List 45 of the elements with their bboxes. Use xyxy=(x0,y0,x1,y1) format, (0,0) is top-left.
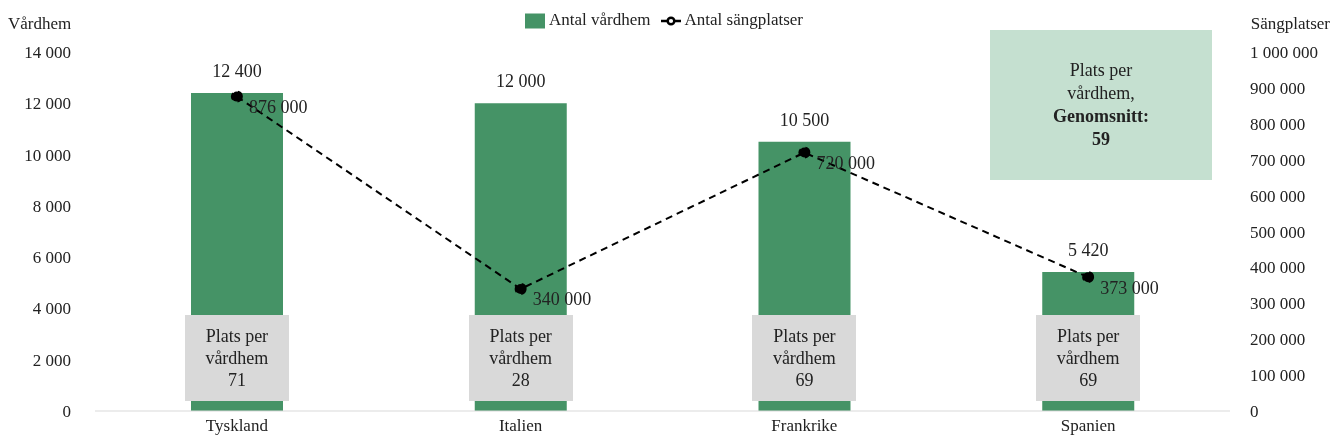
data-label: 12 000 xyxy=(496,71,546,92)
y-tick-label: 4 000 xyxy=(32,299,71,319)
y-tick-label: 12 000 xyxy=(24,94,71,114)
text-box: Plats per vårdhem 71 xyxy=(184,315,289,401)
data-label: 5 420 xyxy=(1068,240,1109,261)
text-box: Plats per vårdhem 69 xyxy=(1036,315,1141,401)
text-box: Plats per vårdhem 69 xyxy=(752,315,857,401)
y2-tick-label: 100 000 xyxy=(1250,366,1306,386)
legend-label: Antal vårdhem xyxy=(549,10,651,29)
annotation: Plats per vårdhem 71 xyxy=(205,325,269,391)
y-tick-label: 10 000 xyxy=(24,145,71,165)
x-tick-label: Italien xyxy=(498,416,543,436)
y2-tick-label: 500 000 xyxy=(1250,222,1306,242)
y-tick-label: 2 000 xyxy=(32,350,71,370)
y-axis-title: Vårdhem xyxy=(8,14,72,34)
y2-tick-label: 700 000 xyxy=(1250,150,1306,170)
y2-tick-label: 1 000 000 xyxy=(1250,43,1318,63)
x-tick-label: Frankrike xyxy=(771,416,838,436)
y2-tick-label: 900 000 xyxy=(1250,79,1306,99)
y-tick-label: 8 000 xyxy=(32,196,71,216)
annotation: Plats per vårdhem 69 xyxy=(772,325,836,391)
y2-tick-label: 200 000 xyxy=(1250,330,1306,350)
point xyxy=(514,282,527,295)
point xyxy=(230,90,243,103)
point xyxy=(798,146,811,159)
text-box: Plats per vårdhem, Genomsnitt: 59 xyxy=(990,30,1212,180)
y2-tick-label: 800 000 xyxy=(1250,114,1306,134)
annotation: Plats per vårdhem 69 xyxy=(1056,325,1120,391)
legend-label: Antal sängplatser xyxy=(684,10,803,29)
y2-tick-label: 600 000 xyxy=(1250,186,1306,206)
point xyxy=(1082,271,1095,284)
x-tick-label: Spanien xyxy=(1060,416,1116,436)
y2-tick-label: 0 xyxy=(1250,402,1259,422)
y-tick-label: 6 000 xyxy=(32,248,71,268)
annotation: Plats per vårdhem 28 xyxy=(489,325,553,391)
text-box: Plats per vårdhem 28 xyxy=(468,315,573,401)
x-tick-label: Tyskland xyxy=(205,416,269,436)
data-label: 12 400 xyxy=(212,61,262,82)
y2-axis-title: Sängplatser xyxy=(1250,14,1330,34)
y-tick-label: 14 000 xyxy=(24,43,71,63)
y2-tick-label: 400 000 xyxy=(1250,258,1306,278)
annotation: Plats per vårdhem, Genomsnitt: 59 xyxy=(1053,59,1149,151)
y-tick-label: 0 xyxy=(62,402,71,422)
y2-tick-label: 300 000 xyxy=(1250,294,1306,314)
data-label: 10 500 xyxy=(779,109,830,130)
